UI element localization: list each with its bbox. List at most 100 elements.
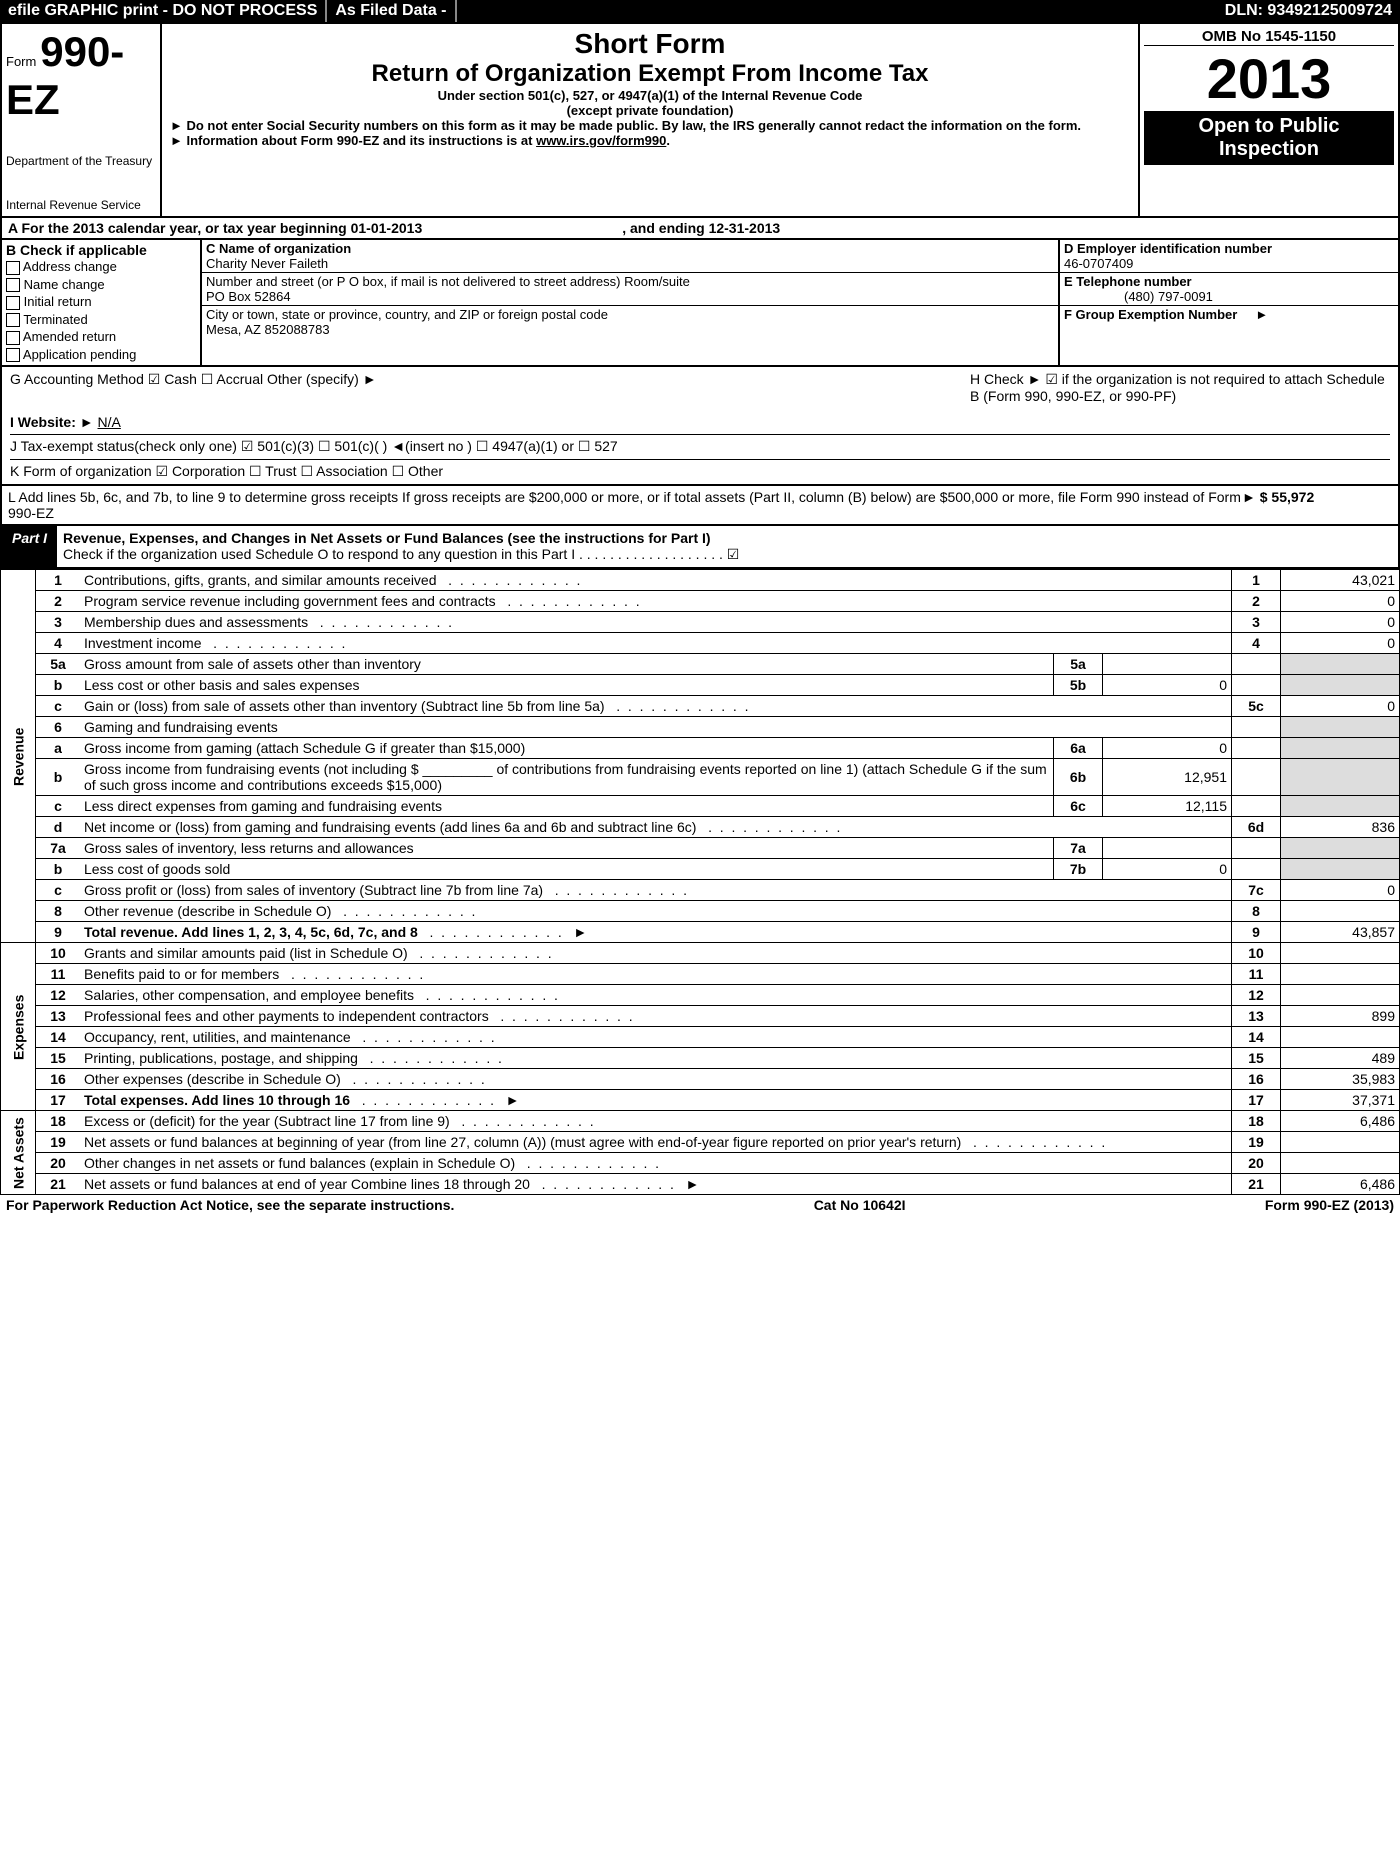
- sub-line-amt: 0: [1103, 738, 1232, 759]
- chk-initial[interactable]: Initial return: [6, 293, 196, 311]
- c-label: C Name of organization: [206, 241, 351, 256]
- form-header: Form 990-EZ Department of the Treasury I…: [0, 22, 1400, 218]
- line-j: J Tax-exempt status(check only one) ☑ 50…: [10, 434, 1390, 455]
- table-row: bLess cost or other basis and sales expe…: [1, 675, 1400, 696]
- line-desc: Membership dues and assessments . . . . …: [80, 612, 1232, 633]
- line-number: 16: [36, 1069, 81, 1090]
- irs-link[interactable]: www.irs.gov/form990: [536, 133, 666, 148]
- line-amount: 489: [1281, 1048, 1400, 1069]
- blank-num: [1232, 859, 1281, 880]
- chk-amended[interactable]: Amended return: [6, 328, 196, 346]
- line-number: 4: [36, 633, 81, 654]
- sub-line-num: 6c: [1054, 796, 1103, 817]
- part1-sub: Check if the organization used Schedule …: [63, 546, 739, 562]
- sub-line-num: 7a: [1054, 838, 1103, 859]
- line-number: 15: [36, 1048, 81, 1069]
- b-label: B Check if applicable: [6, 242, 196, 258]
- line-desc: Total expenses. Add lines 10 through 16 …: [80, 1090, 1232, 1111]
- c-addr: PO Box 52864: [206, 289, 291, 304]
- top-seg1: efile GRAPHIC print - DO NOT PROCESS: [0, 0, 327, 22]
- line-amount: 0: [1281, 633, 1400, 654]
- line-l-amt: ► $ 55,972: [1242, 489, 1392, 521]
- section-side-label: Revenue: [1, 570, 36, 943]
- sub-line-num: 6b: [1054, 759, 1103, 796]
- section-ghijk: G Accounting Method ☑ Cash ☐ Accrual Oth…: [0, 367, 1400, 486]
- table-row: 5aGross amount from sale of assets other…: [1, 654, 1400, 675]
- e-label: E Telephone number: [1064, 274, 1192, 289]
- line-a-text: A For the 2013 calendar year, or tax yea…: [8, 220, 422, 236]
- line-amount: 43,857: [1281, 922, 1400, 943]
- line-desc: Total revenue. Add lines 1, 2, 3, 4, 5c,…: [80, 922, 1232, 943]
- chk-pending[interactable]: Application pending: [6, 346, 196, 364]
- c-city: Mesa, AZ 852088783: [206, 322, 330, 337]
- line-number: 11: [36, 964, 81, 985]
- table-row: 20Other changes in net assets or fund ba…: [1, 1153, 1400, 1174]
- line-desc: Gain or (loss) from sale of assets other…: [80, 696, 1232, 717]
- line-number: 10: [36, 943, 81, 964]
- line-desc: Less cost of goods sold: [80, 859, 1054, 880]
- footer-mid: Cat No 10642I: [814, 1197, 906, 1213]
- chk-name[interactable]: Name change: [6, 276, 196, 294]
- f-row: F Group Exemption Number ►: [1060, 306, 1398, 323]
- section-side-label: Net Assets: [1, 1111, 36, 1195]
- line-num-box: 6d: [1232, 817, 1281, 838]
- subtitle1: Under section 501(c), 527, or 4947(a)(1)…: [170, 88, 1130, 103]
- blank-amt: [1281, 859, 1400, 880]
- line-num-box: 17: [1232, 1090, 1281, 1111]
- tax-year: 2013: [1144, 46, 1394, 111]
- line-num-box: 2: [1232, 591, 1281, 612]
- blank-amt: [1281, 717, 1400, 738]
- line-l: L Add lines 5b, 6c, and 7b, to line 9 to…: [0, 486, 1400, 526]
- table-row: 19Net assets or fund balances at beginni…: [1, 1132, 1400, 1153]
- main-table: Revenue1Contributions, gifts, grants, an…: [0, 569, 1400, 1195]
- line-desc: Benefits paid to or for members . . . . …: [80, 964, 1232, 985]
- line-number: 13: [36, 1006, 81, 1027]
- line-num-box: 11: [1232, 964, 1281, 985]
- c-city-row: City or town, state or province, country…: [202, 306, 1058, 338]
- line-num-box: 20: [1232, 1153, 1281, 1174]
- line-desc: Gross income from fundraising events (no…: [80, 759, 1054, 796]
- omb-number: OMB No 1545-1150: [1144, 28, 1394, 46]
- blank-num: [1232, 738, 1281, 759]
- open-line1: Open to Public: [1148, 115, 1390, 138]
- line-amount: [1281, 1027, 1400, 1048]
- line-number: a: [36, 738, 81, 759]
- line-amount: 899: [1281, 1006, 1400, 1027]
- blank-num: [1232, 838, 1281, 859]
- part1-title: Revenue, Expenses, and Changes in Net As…: [63, 530, 711, 546]
- form-label-small: Form: [6, 54, 36, 69]
- table-row: 2Program service revenue including gover…: [1, 591, 1400, 612]
- table-row: aGross income from gaming (attach Schedu…: [1, 738, 1400, 759]
- top-dln: DLN: 93492125009724: [1217, 0, 1400, 22]
- line-desc: Excess or (deficit) for the year (Subtra…: [80, 1111, 1232, 1132]
- section-c: C Name of organization Charity Never Fai…: [202, 240, 1058, 365]
- e-row: E Telephone number (480) 797-0091: [1060, 273, 1398, 306]
- line-amount: 0: [1281, 591, 1400, 612]
- sub-line-amt: 0: [1103, 675, 1232, 696]
- table-row: 15Printing, publications, postage, and s…: [1, 1048, 1400, 1069]
- table-row: Expenses10Grants and similar amounts pai…: [1, 943, 1400, 964]
- line-h: H Check ► ☑ if the organization is not r…: [970, 371, 1390, 404]
- line-amount: 836: [1281, 817, 1400, 838]
- line-desc: Professional fees and other payments to …: [80, 1006, 1232, 1027]
- line-desc: Less direct expenses from gaming and fun…: [80, 796, 1054, 817]
- line-desc: Gross amount from sale of assets other t…: [80, 654, 1054, 675]
- note1: ► Do not enter Social Security numbers o…: [170, 118, 1130, 133]
- sub-line-amt: 12,951: [1103, 759, 1232, 796]
- line-num-box: 8: [1232, 901, 1281, 922]
- line-desc: Net assets or fund balances at end of ye…: [80, 1174, 1232, 1195]
- website-link[interactable]: N/A: [98, 414, 121, 430]
- blank-amt: [1281, 738, 1400, 759]
- line-a: A For the 2013 calendar year, or tax yea…: [0, 218, 1400, 240]
- chk-address[interactable]: Address change: [6, 258, 196, 276]
- line-amount: [1281, 1132, 1400, 1153]
- table-row: dNet income or (loss) from gaming and fu…: [1, 817, 1400, 838]
- c-addr-row: Number and street (or P O box, if mail i…: [202, 273, 1058, 306]
- chk-terminated[interactable]: Terminated: [6, 311, 196, 329]
- line-number: 7a: [36, 838, 81, 859]
- line-number: 8: [36, 901, 81, 922]
- e-val: (480) 797-0091: [1064, 289, 1213, 304]
- table-row: 11Benefits paid to or for members . . . …: [1, 964, 1400, 985]
- table-row: 14Occupancy, rent, utilities, and mainte…: [1, 1027, 1400, 1048]
- line-desc: Investment income . . . . . . . . . . . …: [80, 633, 1232, 654]
